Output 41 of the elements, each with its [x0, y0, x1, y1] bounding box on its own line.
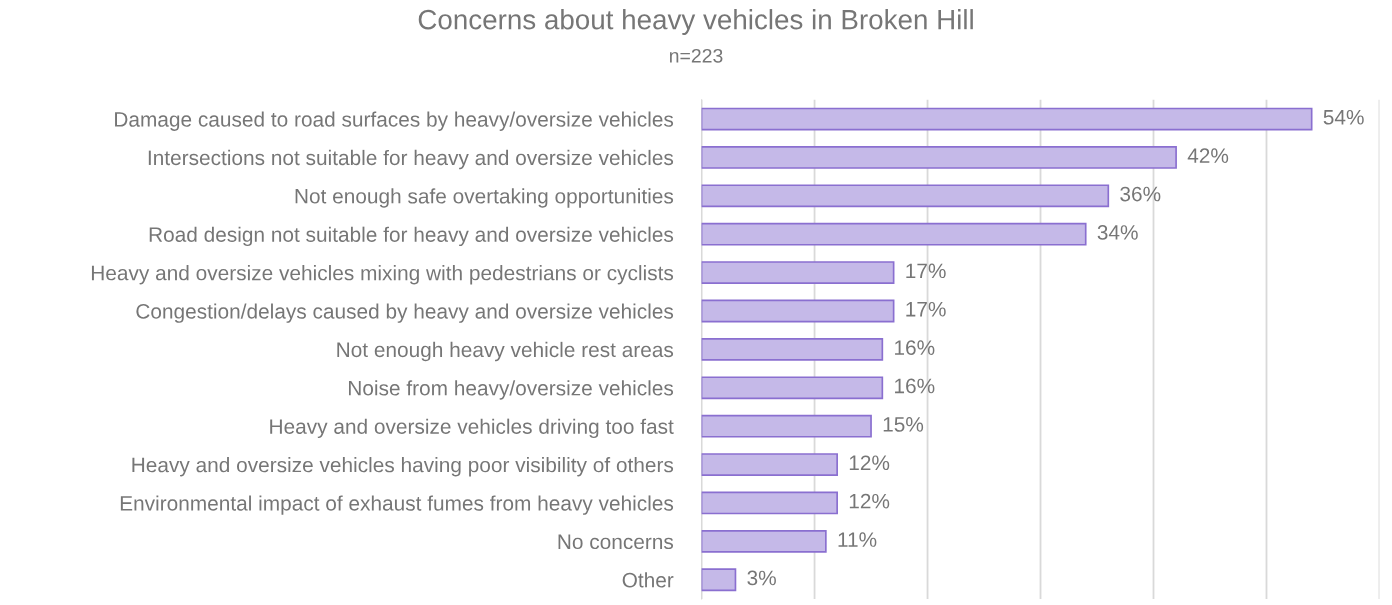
- chart-title: Concerns about heavy vehicles in Broken Hill: [418, 9, 973, 35]
- y-tick-label: Not enough safe overtaking opportunities: [295, 188, 674, 208]
- y-tick-label: Heavy and oversize vehicles mixing with pedestrians or cyclists: [91, 265, 674, 285]
- y-tick-label: Intersections not suitable for heavy and oversize vehicles: [148, 149, 674, 170]
- y-tick-label: Environmental impact of exhaust fumes from heavy vehicles: [120, 495, 674, 515]
- bar: [701, 529, 827, 553]
- bar: [701, 222, 1087, 246]
- bar: [701, 107, 1313, 131]
- bar: [701, 491, 838, 515]
- y-tick-label: Other: [622, 572, 674, 588]
- data-label: 36%: [1120, 186, 1161, 202]
- y-tick-label: No concerns: [558, 534, 674, 550]
- bar: [701, 146, 1177, 169]
- bar: [701, 376, 884, 400]
- y-tick-label: Heavy and oversize vehicles having poor visibility of others: [132, 457, 674, 477]
- y-tick-label: Not enough heavy vehicle rest areas: [337, 341, 674, 362]
- bar: [701, 184, 1110, 208]
- data-label: 15%: [883, 417, 924, 432]
- bar: [701, 414, 872, 438]
- data-label: 12%: [849, 493, 890, 509]
- y-tick-label: Heavy and oversize vehicles driving too fast: [270, 418, 674, 439]
- data-label: 54%: [1323, 109, 1364, 125]
- data-label: 12%: [849, 455, 890, 471]
- y-tick-label: Damage caused to road surfaces by heavy/oversize vehicles: [115, 111, 674, 131]
- y-tick-label: Congestion/delays caused by heavy and oversize vehicles: [136, 303, 674, 323]
- bar: [701, 453, 838, 476]
- data-label: 16%: [895, 340, 935, 355]
- bar: [701, 337, 884, 361]
- data-label: 3%: [747, 570, 776, 586]
- data-label: 42%: [1187, 148, 1229, 163]
- chart-subtitle: n=223: [669, 48, 723, 63]
- data-label: 16%: [895, 378, 935, 394]
- bar: [701, 261, 895, 284]
- data-label: 17%: [906, 263, 946, 279]
- y-tick-label: Noise from heavy/oversize vehicles: [349, 380, 674, 400]
- data-label: 11%: [838, 532, 877, 547]
- data-label: 34%: [1097, 225, 1138, 240]
- y-tick-label: Road design not suitable for heavy and oversize vehicles: [149, 226, 674, 247]
- bar: [701, 299, 895, 323]
- bar: [701, 568, 737, 592]
- data-label: 17%: [906, 301, 946, 317]
